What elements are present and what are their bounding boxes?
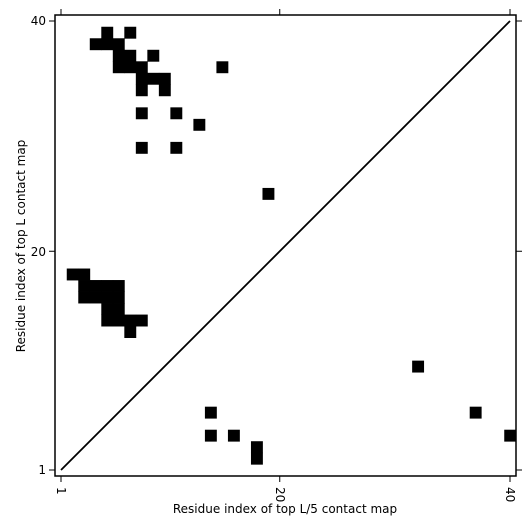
upper-cell-7-13: [124, 326, 137, 339]
upper-cell-6-38: [112, 38, 125, 51]
lower-cell-16-4: [227, 429, 240, 442]
y-tick-label-1: 1: [38, 463, 46, 477]
lower-cell-37-6: [469, 406, 482, 419]
upper-cell-3-18: [78, 268, 91, 281]
upper-cell-9-35: [147, 72, 160, 85]
upper-cell-4-16: [89, 291, 102, 304]
upper-cell-15-36: [216, 61, 229, 74]
plot-frame: [54, 14, 517, 477]
upper-cell-7-37: [124, 49, 137, 62]
upper-cell-7-39: [124, 26, 137, 39]
contact-cells: [66, 26, 517, 465]
upper-cell-5-15: [101, 303, 114, 315]
upper-cell-11-29: [170, 141, 183, 154]
upper-cell-4-38: [89, 38, 102, 51]
upper-cell-13-31: [193, 118, 206, 131]
upper-cell-19-25: [262, 187, 275, 200]
y-axis-label: Residue index of top L contact map: [14, 140, 28, 353]
upper-cell-7-36: [124, 61, 137, 74]
upper-cell-8-29: [135, 141, 148, 154]
lower-cell-18-2: [250, 452, 263, 465]
y-tick-label-40: 40: [31, 14, 46, 28]
x-tick-label-40: 40: [503, 487, 517, 502]
upper-cell-5-17: [101, 280, 114, 292]
upper-cell-6-16: [112, 291, 125, 304]
upper-cell-7-14: [124, 314, 137, 327]
upper-cell-6-36: [112, 61, 125, 74]
x-axis-label: Residue index of top L/5 contact map: [173, 502, 397, 516]
upper-cell-5-16: [101, 291, 114, 304]
upper-cell-8-36: [135, 61, 148, 74]
upper-cell-8-35: [135, 72, 148, 85]
lower-cell-14-4: [204, 429, 217, 442]
upper-cell-11-32: [170, 107, 183, 120]
upper-cell-6-15: [112, 303, 125, 315]
upper-cell-10-35: [158, 72, 171, 85]
upper-cell-6-14: [112, 314, 125, 327]
upper-cell-2-18: [66, 268, 79, 281]
upper-cell-5-14: [101, 314, 114, 327]
upper-cell-8-34: [135, 84, 148, 97]
upper-cell-4-17: [89, 280, 102, 292]
upper-cell-3-17: [78, 280, 91, 292]
upper-cell-3-16: [78, 291, 91, 304]
lower-cell-18-3: [250, 441, 263, 454]
lower-cell-32-10: [412, 360, 425, 373]
upper-cell-8-32: [135, 107, 148, 120]
diagonal-line: [60, 20, 511, 471]
upper-cell-5-39: [101, 26, 114, 39]
upper-cell-10-34: [158, 84, 171, 97]
lower-cell-14-6: [204, 406, 217, 419]
lower-cell-40-4: [504, 429, 517, 442]
upper-cell-8-14: [135, 314, 148, 327]
upper-cell-9-37: [147, 49, 160, 62]
x-tick-label-1: 1: [54, 487, 68, 495]
x-tick-label-20: 20: [273, 487, 287, 502]
upper-cell-5-38: [101, 38, 114, 51]
upper-cell-6-17: [112, 280, 125, 292]
axis-ticks: [49, 9, 522, 482]
upper-cell-6-37: [112, 49, 125, 62]
y-tick-label-20: 20: [31, 245, 46, 259]
